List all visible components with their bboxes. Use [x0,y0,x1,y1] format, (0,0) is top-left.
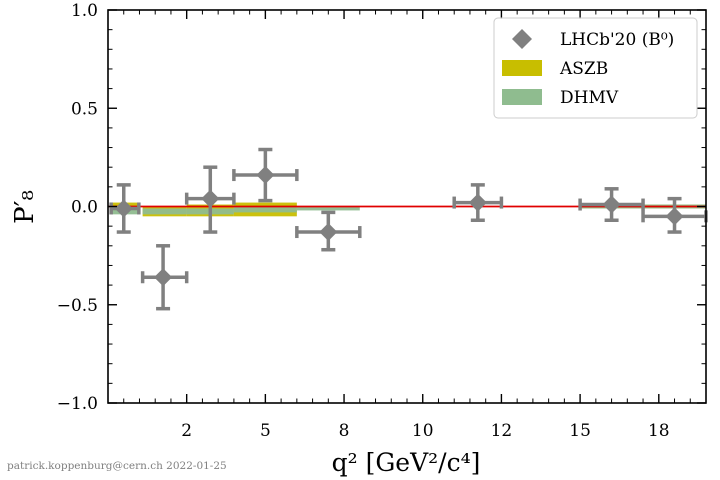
legend-entry-2: DHMV [502,88,619,108]
legend: LHCb'20 (B⁰) ASZB DHMV [493,17,698,119]
diamond-marker [468,193,487,212]
x-tick-label: 2 [181,421,192,441]
x-tick-label: 10 [412,421,434,441]
x-tick-label: 12 [491,421,513,441]
credit-line: patrick.koppenburg@cern.ch 2022-01-25 [7,460,227,472]
data-point-6 [578,187,645,223]
x-tick-label: 18 [648,421,670,441]
data-point-2 [184,165,236,234]
x-tick-label: 8 [339,421,350,441]
y-tick-label: 0.0 [71,198,98,218]
y-tick-label: 0.5 [71,99,98,119]
diamond-marker [114,199,133,218]
y-axis-title: P′₈ [10,190,40,224]
diamond-marker [154,268,173,287]
band-dhmv-4 [296,206,360,211]
data-point-7 [641,196,708,234]
legend-box [493,17,698,119]
diamond-marker [201,189,220,208]
y-tick-label: −0.5 [57,296,98,316]
legend-swatch [502,89,542,105]
band-dhmv-3 [233,206,297,213]
diamond-marker [602,195,621,214]
axes: 2 5 8 10 12 15 18 −1.0 −0.5 0.0 0.5 1.0 [57,1,707,441]
legend-label: ASZB [559,59,608,79]
data-point-1 [140,244,189,311]
data-point-5 [452,183,504,223]
diamond-marker [256,166,275,185]
y-tick-label: 1.0 [71,1,98,21]
legend-label: LHCb'20 (B⁰) [560,30,674,50]
x-tick-label: 5 [260,421,271,441]
diamond-marker [319,223,338,242]
diamond-marker [665,207,684,226]
plot-area [108,147,708,311]
legend-label: DHMV [560,88,619,108]
data-point-3 [232,147,299,203]
data-point-4 [295,210,362,252]
band-dhmv-1 [142,208,187,215]
legend-swatch [502,60,542,76]
legend-diamond-icon [512,29,532,49]
x-axis-title: q² [GeV²/c⁴] [332,448,481,477]
data-point-0 [109,183,141,234]
x-tick-label: 15 [569,421,591,441]
legend-entry-0: LHCb'20 (B⁰) [512,29,674,50]
y-tick-label: −1.0 [57,394,98,414]
legend-entry-1: ASZB [502,59,608,79]
